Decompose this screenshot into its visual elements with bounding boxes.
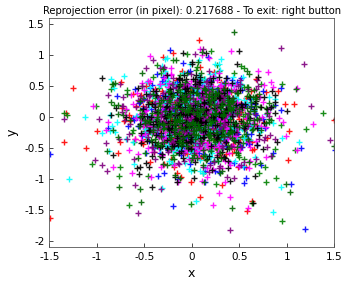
X-axis label: x: x (188, 267, 196, 281)
Y-axis label: y: y (6, 129, 18, 136)
Title: Reprojection error (in pixel): 0.217688 - To exit: right button: Reprojection error (in pixel): 0.217688 … (43, 5, 341, 15)
